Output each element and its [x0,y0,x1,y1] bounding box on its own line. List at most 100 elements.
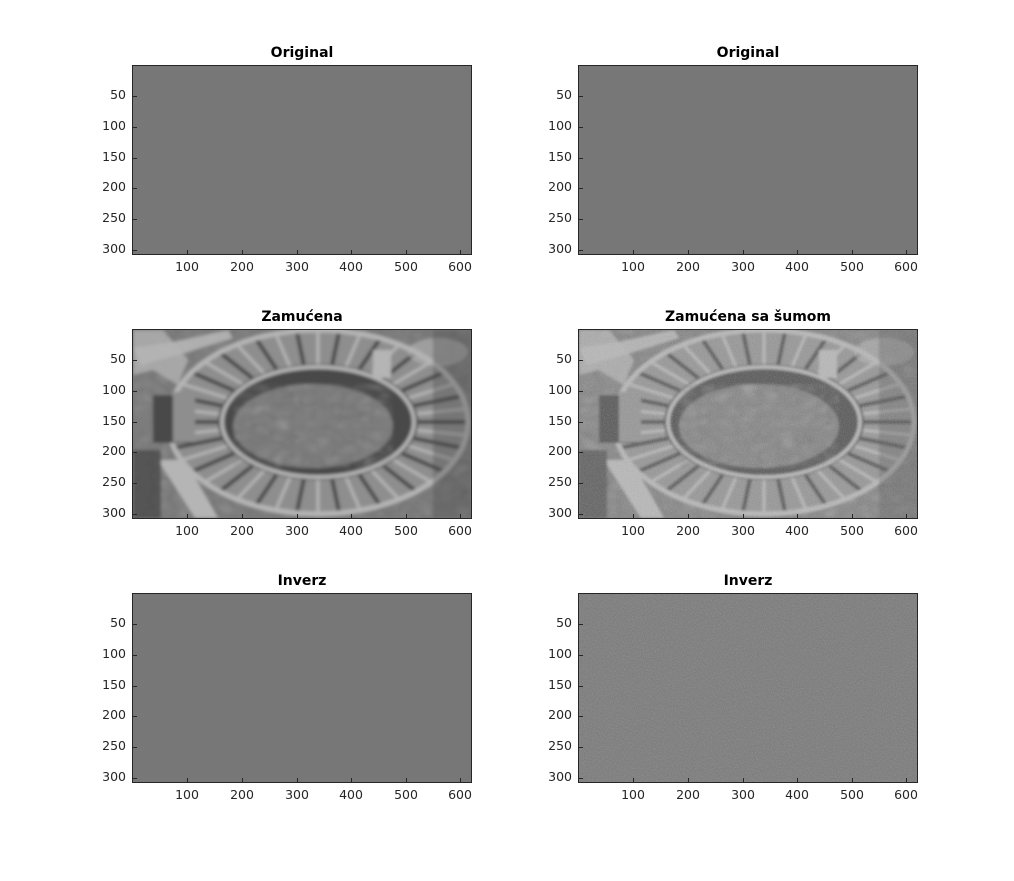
x-tick-label: 600 [894,259,918,274]
subplot-title: Inverz [723,573,773,589]
x-tick-mark [743,514,744,518]
x-tick-mark [242,778,243,782]
y-tick-mark [133,96,137,97]
subplot-p4: Zamućena sa šumom [548,309,918,547]
image-axes [578,65,918,255]
y-tick-mark [133,422,137,423]
y-tick-mark [579,716,583,717]
y-tick-mark [133,624,137,625]
x-tick-label: 300 [285,259,309,274]
y-tick-label: 150 [102,413,126,428]
x-tick-label: 600 [448,787,472,802]
x-tick-label: 400 [785,787,809,802]
x-tick-label: 100 [621,259,645,274]
y-tick-label: 250 [548,474,572,489]
x-tick-mark [460,514,461,518]
y-tick-label: 50 [556,351,572,366]
x-tick-label: 300 [731,787,755,802]
x-tick-label: 300 [285,523,309,538]
y-tick-label: 300 [102,241,126,256]
y-tick-label: 100 [102,382,126,397]
x-tick-label: 200 [230,523,254,538]
y-tick-label: 250 [102,210,126,225]
x-tick-label: 200 [676,787,700,802]
y-tick-mark [133,686,137,687]
subplot-title: Original [716,45,780,61]
x-tick-mark [906,778,907,782]
x-tick-mark [633,778,634,782]
y-tick-label: 300 [102,505,126,520]
y-tick-label: 100 [548,646,572,661]
y-tick-mark [133,391,137,392]
y-tick-label: 100 [102,118,126,133]
y-tick-label: 150 [548,413,572,428]
subplot-title: Original [270,45,334,61]
y-tick-mark [133,219,137,220]
x-tick-label: 600 [894,787,918,802]
y-tick-label: 100 [548,382,572,397]
y-tick-label: 300 [102,769,126,784]
y-tick-mark [579,686,583,687]
x-tick-mark [406,250,407,254]
x-tick-label: 600 [894,523,918,538]
x-tick-label: 400 [339,259,363,274]
x-tick-mark [351,514,352,518]
x-tick-label: 400 [339,787,363,802]
x-tick-label: 600 [448,523,472,538]
x-tick-label: 500 [840,259,864,274]
x-tick-mark [633,250,634,254]
x-tick-mark [406,778,407,782]
y-tick-mark [579,219,583,220]
x-tick-mark [688,514,689,518]
x-tick-label: 100 [175,523,199,538]
amphitheater-image [133,66,471,254]
x-tick-mark [242,250,243,254]
x-tick-label: 300 [731,523,755,538]
x-tick-mark [297,778,298,782]
y-tick-mark [133,514,137,515]
y-tick-mark [133,778,137,779]
image-axes [132,593,472,783]
y-tick-mark [133,250,137,251]
x-tick-label: 300 [285,787,309,802]
y-tick-mark [579,514,583,515]
y-tick-label: 250 [102,738,126,753]
y-tick-mark [579,391,583,392]
y-tick-label: 250 [548,210,572,225]
amphitheater-image [133,594,471,782]
y-tick-mark [579,360,583,361]
x-tick-label: 500 [394,259,418,274]
x-tick-mark [187,514,188,518]
y-tick-label: 300 [548,505,572,520]
y-tick-mark [579,127,583,128]
x-tick-mark [906,250,907,254]
x-tick-mark [351,250,352,254]
y-tick-label: 50 [556,615,572,630]
y-tick-mark [133,360,137,361]
x-tick-label: 100 [621,787,645,802]
y-tick-mark [579,452,583,453]
x-tick-label: 100 [175,259,199,274]
subplot-p2: Original [548,45,918,283]
y-tick-mark [579,747,583,748]
x-tick-mark [633,514,634,518]
y-tick-mark [133,716,137,717]
x-tick-label: 500 [840,787,864,802]
x-tick-mark [187,250,188,254]
y-tick-mark [133,747,137,748]
subplot-p3: Zamućena [102,309,472,547]
x-tick-mark [852,250,853,254]
x-tick-mark [743,250,744,254]
amphitheater-image [133,330,471,518]
y-tick-label: 200 [548,179,572,194]
x-tick-mark [688,778,689,782]
y-tick-label: 300 [548,769,572,784]
subplot-title: Inverz [277,573,327,589]
x-tick-label: 300 [731,259,755,274]
y-tick-label: 150 [102,149,126,164]
x-tick-mark [688,250,689,254]
y-tick-label: 50 [556,87,572,102]
x-tick-label: 200 [230,787,254,802]
y-tick-label: 200 [102,707,126,722]
